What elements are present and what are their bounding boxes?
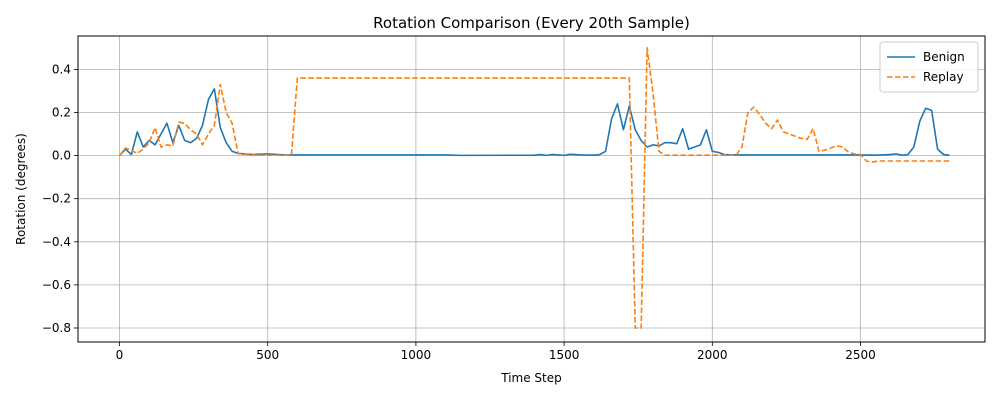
x-tick-label: 0 [116,348,124,362]
x-tick-label: 2500 [845,348,876,362]
y-tick-label: 0.2 [52,106,71,120]
x-tick-label: 500 [256,348,279,362]
x-axis-label: Time Step [500,371,562,385]
y-tick-label: −0.2 [42,192,71,206]
legend: Benign Replay [879,41,979,93]
x-tick-label: 2000 [697,348,728,362]
y-tick-label: −0.4 [42,235,71,249]
legend-label-replay: Replay [923,70,964,84]
x-tick-label: 1500 [549,348,580,362]
y-tick-label: −0.6 [42,278,71,292]
y-tick-label: 0.4 [52,62,71,76]
chart-title: Rotation Comparison (Every 20th Sample) [373,14,690,32]
plot-frame [77,35,986,343]
x-tick-label: 1000 [401,348,432,362]
plot-area [78,36,985,342]
ticks: 0 500 1000 1500 2000 2500 −0.8 −0.6 −0.4 −0.2 0.0 0… [42,62,876,362]
legend-label-benign: Benign [923,50,965,64]
y-tick-label: −0.8 [42,321,71,335]
y-axis-label: Rotation (degrees) [14,133,28,245]
series-line-replay [118,47,950,329]
y-tick-label: 0.0 [52,149,71,163]
series-lines [118,47,950,329]
legend-box [879,41,979,93]
